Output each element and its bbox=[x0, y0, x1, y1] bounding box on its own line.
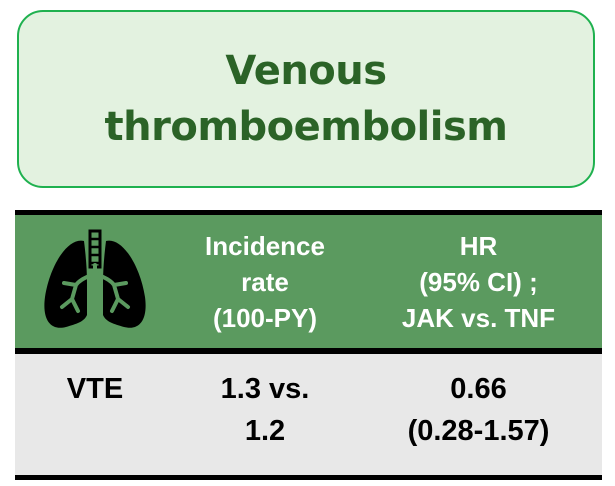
header-icon-cell bbox=[15, 215, 175, 348]
title-box: Venous thromboembolism bbox=[17, 10, 595, 188]
header-hazard-ratio: HR (95% CI) ; JAK vs. TNF bbox=[355, 215, 602, 348]
header-line: (95% CI) ; bbox=[419, 266, 538, 297]
hr-line: 0.66 bbox=[450, 373, 507, 405]
row-label-text: VTE bbox=[66, 373, 124, 405]
results-table: Incidence rate (100-PY) HR (95% CI) ; JA… bbox=[15, 210, 602, 480]
header-line: HR bbox=[459, 230, 498, 261]
lungs-icon bbox=[44, 229, 146, 328]
row-incidence: 1.3 vs. 1.2 bbox=[175, 354, 355, 475]
header-line: (100-PY) bbox=[212, 302, 318, 333]
hr-line: (0.28-1.57) bbox=[407, 415, 550, 447]
title-line: Venous bbox=[225, 48, 387, 94]
row-hazard-ratio: 0.66 (0.28-1.57) bbox=[355, 354, 602, 475]
header-line: JAK vs. TNF bbox=[401, 302, 556, 333]
incidence-line: 1.2 bbox=[244, 415, 286, 447]
header-incidence-rate: Incidence rate (100-PY) bbox=[175, 215, 355, 348]
incidence-line: 1.3 vs. bbox=[220, 373, 310, 405]
title-line: thromboembolism bbox=[104, 104, 508, 150]
header-line: rate bbox=[241, 266, 289, 297]
header-line: Incidence bbox=[205, 230, 325, 261]
row-label: VTE bbox=[15, 354, 175, 475]
table-header: Incidence rate (100-PY) HR (95% CI) ; JA… bbox=[15, 210, 602, 354]
table-row: VTE 1.3 vs. 1.2 0.66 (0.28-1.57) bbox=[15, 354, 602, 480]
